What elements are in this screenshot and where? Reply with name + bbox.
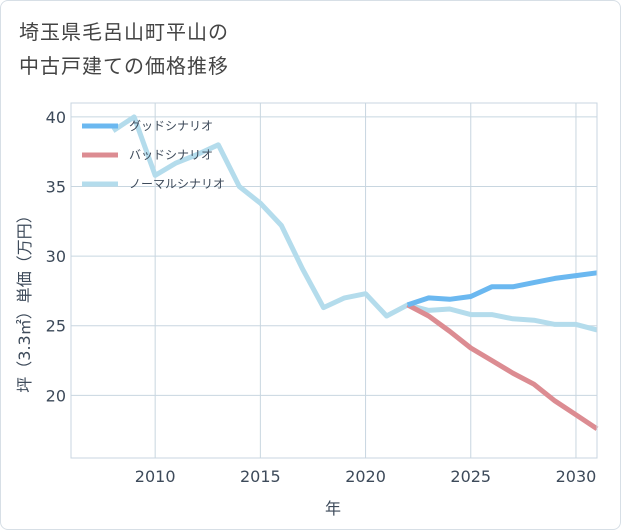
chart-title-line2: 中古戸建ての価格推移: [19, 54, 229, 78]
y-axis-label: 坪（3.3㎡）単価（万円）: [15, 207, 34, 392]
legend-label-1: バッドシナリオ: [129, 148, 213, 162]
legend-label-2: ノーマルシナリオ: [129, 177, 225, 191]
plot-area-frame: [70, 102, 598, 459]
grid-lines: [71, 103, 597, 458]
x-tick-label: 2015: [240, 467, 281, 486]
series-lines: [111, 114, 599, 431]
y-tick-label: 25: [46, 317, 66, 336]
series-line-1: [406, 302, 599, 431]
y-tick-label: 20: [46, 386, 66, 405]
x-tick-label: 2010: [135, 467, 176, 486]
legend-label-0: グッドシナリオ: [129, 119, 213, 133]
y-tick-label: 30: [46, 247, 66, 266]
y-tick-label: 40: [46, 108, 66, 127]
chart-title: 埼玉県毛呂山町平山の 中古戸建ての価格推移: [19, 15, 229, 83]
series-line-0: [406, 270, 598, 308]
x-tick-label: 2025: [450, 467, 491, 486]
series-line-2: [111, 114, 598, 333]
x-tick-label: 2020: [345, 467, 386, 486]
x-tick-label: 2030: [556, 467, 597, 486]
x-axis-label: 年: [325, 499, 341, 518]
y-tick-label: 35: [46, 178, 66, 197]
chart-title-line1: 埼玉県毛呂山町平山の: [19, 20, 229, 44]
